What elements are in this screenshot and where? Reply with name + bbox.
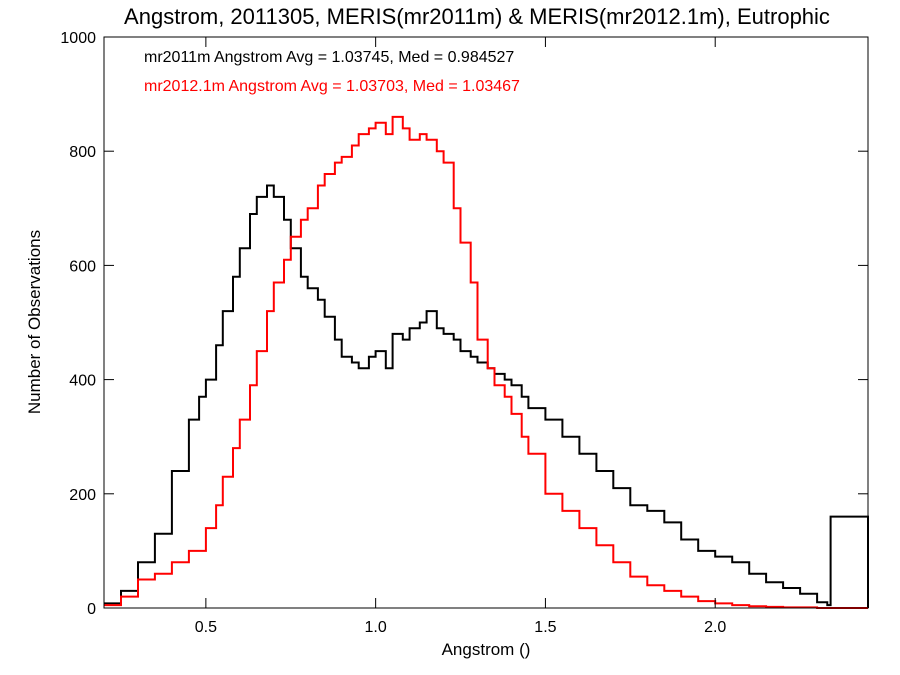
x-tick-label: 2.0	[704, 619, 726, 636]
y-tick-label: 600	[69, 258, 96, 275]
annotation-mr2012-1m-stats: mr2012.1m Angstrom Avg = 1.03703, Med = …	[144, 78, 520, 95]
plot-frame	[103, 36, 869, 609]
annotation-mr2011m-stats: mr2011m Angstrom Avg = 1.03745, Med = 0.…	[144, 49, 514, 66]
x-axis: 0.5 1.0 1.5 2.0	[195, 37, 726, 636]
series-line-2	[104, 115, 868, 609]
y-axis: 0 200 400 600 800 1000	[60, 30, 868, 618]
x-tick-label: 1.0	[365, 619, 387, 636]
series-layer	[104, 115, 869, 609]
x-axis-label: Angstrom ()	[442, 640, 531, 659]
annotations: mr2011m Angstrom Avg = 1.03745, Med = 0.…	[144, 49, 520, 95]
y-tick-label: 400	[69, 373, 96, 390]
series-line-1	[104, 184, 869, 608]
y-tick-label: 800	[69, 144, 96, 161]
x-tick-label: 1.5	[534, 619, 556, 636]
y-tick-label: 1000	[60, 30, 96, 47]
x-tick-label: 0.5	[195, 619, 217, 636]
y-tick-label: 0	[87, 601, 96, 618]
y-tick-label: 200	[69, 487, 96, 504]
y-axis-label: Number of Observations	[25, 230, 44, 414]
chart-title: Angstrom, 2011305, MERIS(mr2011m) & MERI…	[124, 4, 830, 29]
